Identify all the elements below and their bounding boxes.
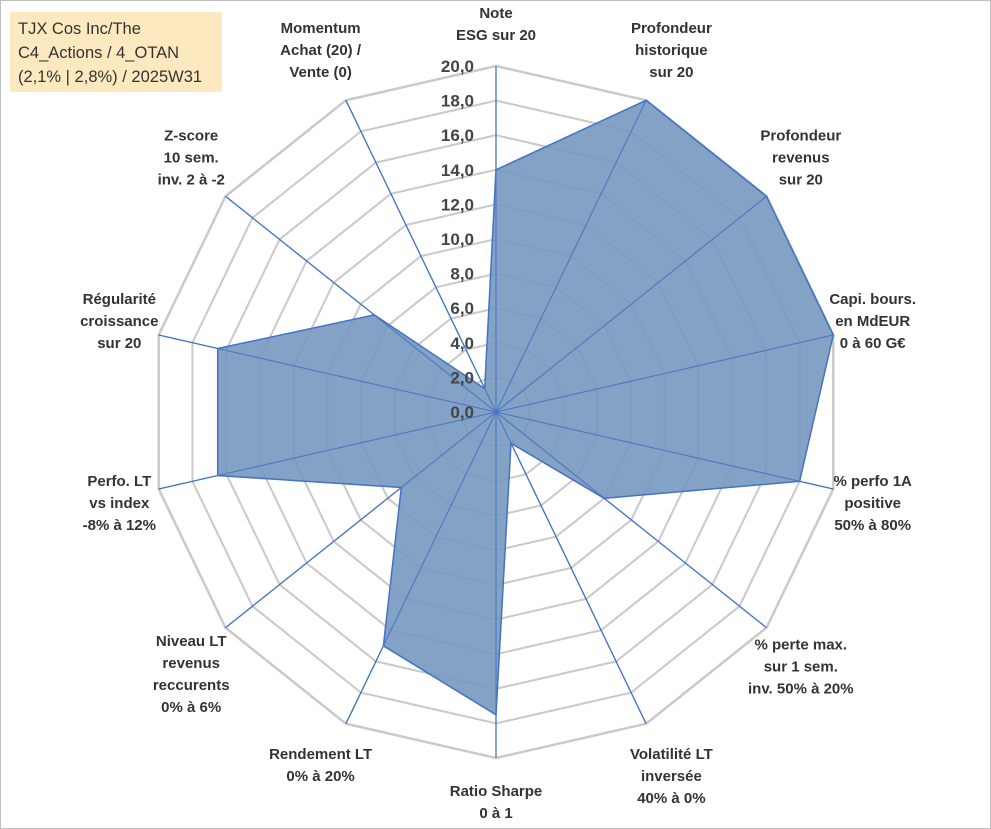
axis-spoke-overlay xyxy=(495,100,647,413)
axis-label-1: Profondeur historique sur 20 xyxy=(631,20,712,81)
axis-label-line: vs index xyxy=(89,495,150,512)
axis-spoke-overlay xyxy=(495,334,834,413)
tick-label: 4,0 xyxy=(450,334,474,353)
axis-label-line: 0 à 1 xyxy=(479,805,512,822)
axis-label-6: Volatilité LT inversée 40% à 0% xyxy=(630,746,713,807)
axis-label-5: % perte max. sur 1 sem. inv. 50% à 20% xyxy=(748,637,854,698)
axis-label-line: Momentum xyxy=(281,20,361,37)
axis-spoke-overlay xyxy=(495,195,767,413)
axis-label-line: croissance xyxy=(80,313,158,330)
axis-label-line: Z-score xyxy=(164,127,218,144)
axis-label-line: % perfo 1A xyxy=(834,473,913,490)
axis-spoke-overlay xyxy=(495,411,767,629)
axis-label-line: Ratio Sharpe xyxy=(450,783,543,800)
axis-label-line: % perte max. xyxy=(755,637,848,654)
tick-label: 14,0 xyxy=(441,161,474,180)
axis-label-line: sur 20 xyxy=(649,64,693,81)
tick-label: 2,0 xyxy=(450,368,474,387)
axis-label-3: Capi. bours. en MdEUR 0 à 60 G€ xyxy=(829,291,916,352)
title-box: TJX Cos Inc/The C4_Actions / 4_OTAN (2,1… xyxy=(10,12,222,92)
radar-axis-labels: Note ESG sur 20 Profondeur historique sur 20… xyxy=(80,5,916,822)
radar-series xyxy=(158,66,835,758)
axis-spoke-overlay xyxy=(158,334,497,413)
axis-label-line: inversée xyxy=(641,768,702,785)
tick-label: 0,0 xyxy=(450,403,474,422)
tick-label: 12,0 xyxy=(441,195,474,214)
axis-label-line: 40% à 0% xyxy=(637,790,705,807)
axis-label-line: Vente (0) xyxy=(289,64,352,81)
axis-label-line: Profondeur xyxy=(631,20,712,37)
axis-label-line: en MdEUR xyxy=(835,313,910,330)
tick-label: 16,0 xyxy=(441,126,474,145)
title-line-2: C4_Actions / 4_OTAN xyxy=(18,44,180,62)
axis-label-line: 10 sem. xyxy=(164,149,219,166)
axis-label-0: Note ESG sur 20 xyxy=(456,5,536,44)
axis-label-line: Régularité xyxy=(83,291,156,308)
axis-spoke-overlay xyxy=(495,411,834,490)
radar-tick-labels: 0,0 2,0 4,0 6,0 8,0 10,0 12,0 14,0 16,0 18,0 20,0 xyxy=(441,57,474,422)
axis-label-line: Note xyxy=(479,5,512,22)
axis-spoke-overlay xyxy=(345,100,497,413)
axis-label-line: Niveau LT xyxy=(156,633,227,650)
axis-label-line: sur 1 sem. xyxy=(764,659,838,676)
axis-label-line: Volatilité LT xyxy=(630,746,713,763)
axis-label-8: Rendement LT 0% à 20% xyxy=(269,746,372,785)
axis-label-line: inv. 2 à -2 xyxy=(158,171,225,188)
axis-label-10: Perfo. LT vs index -8% à 12% xyxy=(83,473,156,534)
axis-label-line: 50% à 80% xyxy=(834,517,911,534)
axis-spoke-overlay xyxy=(495,411,647,724)
axis-label-line: reccurents xyxy=(153,677,230,694)
axis-label-line: inv. 50% à 20% xyxy=(748,681,854,698)
tick-label: 6,0 xyxy=(450,299,474,318)
series-area xyxy=(216,99,835,717)
axis-label-line: ESG sur 20 xyxy=(456,27,536,44)
axis-label-4: % perfo 1A positive 50% à 80% xyxy=(834,473,913,534)
axis-label-line: historique xyxy=(635,42,708,59)
axis-label-line: revenus xyxy=(772,149,830,166)
tick-label: 18,0 xyxy=(441,92,474,111)
axis-label-line: 0% à 20% xyxy=(286,768,354,785)
axis-label-line: 0 à 60 G€ xyxy=(840,335,907,352)
axis-label-line: Capi. bours. xyxy=(829,291,916,308)
tick-label: 10,0 xyxy=(441,230,474,249)
axis-label-9: Niveau LT revenus reccurents 0% à 6% xyxy=(153,633,230,716)
tick-label: 20,0 xyxy=(441,57,474,76)
axis-label-2: Profondeur revenus sur 20 xyxy=(760,127,841,188)
axis-label-line: revenus xyxy=(162,655,220,672)
axis-label-line: sur 20 xyxy=(97,335,141,352)
axis-label-13: Momentum Achat (20) / Vente (0) xyxy=(280,20,362,81)
axis-label-7: Ratio Sharpe 0 à 1 xyxy=(450,783,543,822)
title-line-3: (2,1% | 2,8%) / 2025W31 xyxy=(18,68,203,86)
tick-label: 8,0 xyxy=(450,265,474,284)
axis-label-line: Profondeur xyxy=(760,127,841,144)
axis-label-12: Z-score 10 sem. inv. 2 à -2 xyxy=(158,127,225,188)
title-line-1: TJX Cos Inc/The xyxy=(18,20,141,38)
axis-label-line: Perfo. LT xyxy=(87,473,151,490)
axis-label-line: Achat (20) / xyxy=(280,42,362,59)
axis-label-line: positive xyxy=(844,495,901,512)
axis-label-11: Régularité croissance sur 20 xyxy=(80,291,158,352)
axis-spoke-overlay xyxy=(158,411,497,490)
axis-spoke-overlay xyxy=(225,411,497,629)
axis-label-line: sur 20 xyxy=(779,171,823,188)
axis-label-line: -8% à 12% xyxy=(83,517,156,534)
axis-label-line: 0% à 6% xyxy=(161,699,221,716)
axis-spoke-overlay xyxy=(345,411,497,724)
axis-label-line: Rendement LT xyxy=(269,746,372,763)
axis-spoke-overlay xyxy=(225,195,497,413)
